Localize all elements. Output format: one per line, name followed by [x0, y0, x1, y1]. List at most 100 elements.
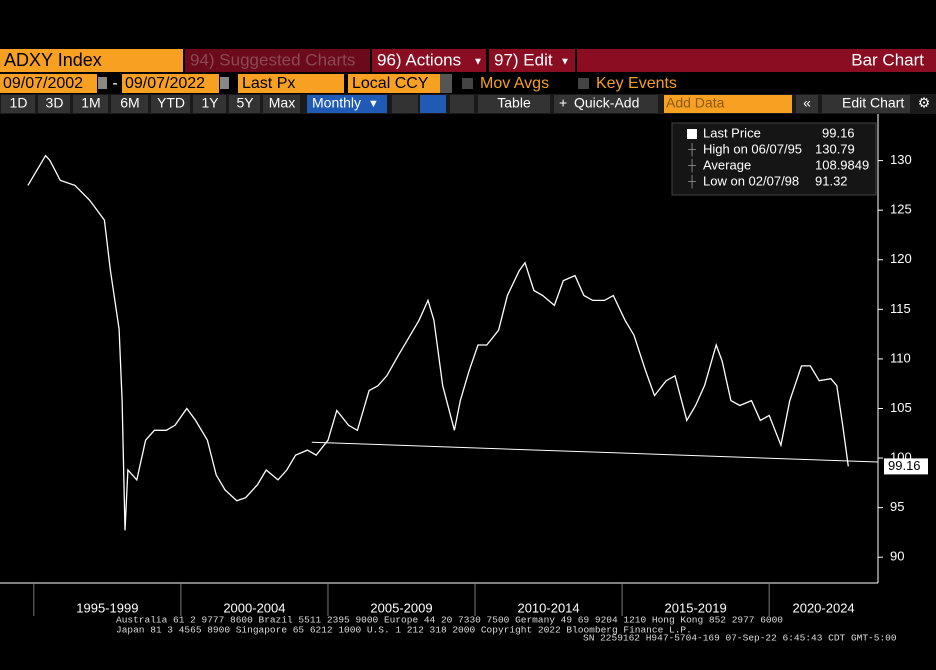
footer-line: Japan 81 3 4565 8900 Singapore 65 6212 1…	[116, 625, 692, 636]
legend-label: High on 06/07/95	[703, 141, 802, 156]
legend-icon: ┼	[687, 174, 696, 189]
x-tick-label: 2015-2019	[665, 600, 727, 615]
field: Last Px	[242, 75, 295, 92]
edit: 97) Edit	[494, 50, 553, 69]
add-data-field[interactable]	[664, 95, 792, 113]
y-tick-label: 90	[890, 549, 904, 564]
calendar-icon[interactable]	[98, 77, 107, 89]
last-price-tag	[884, 458, 928, 475]
x-tick-label: 2010-2014	[517, 600, 579, 615]
edit-button[interactable]	[489, 49, 575, 72]
period-button[interactable]	[38, 95, 70, 113]
date-separator: -	[112, 75, 117, 92]
edit-chart-button[interactable]	[822, 95, 910, 113]
period: YTD	[157, 95, 185, 111]
checkbox[interactable]	[462, 78, 473, 89]
end-date: 09/07/2022	[125, 75, 205, 92]
bar-icon[interactable]	[420, 95, 446, 113]
actions: 96) Actions	[377, 50, 461, 69]
period-button[interactable]	[1, 95, 35, 113]
period-button[interactable]	[111, 95, 148, 113]
add-data: Add Data	[666, 95, 725, 111]
legend-value: 130.79	[815, 141, 855, 156]
y-tick-label: 105	[890, 400, 912, 415]
period: 5Y	[236, 95, 254, 111]
currency-select[interactable]	[348, 74, 440, 93]
field-select[interactable]	[238, 74, 344, 93]
collapse-button[interactable]	[796, 95, 818, 113]
settings-icon[interactable]: ⚙	[918, 95, 931, 111]
frequency-button[interactable]	[307, 95, 387, 113]
end-date-field[interactable]	[122, 74, 219, 93]
y-tick-label: 115	[890, 301, 911, 316]
dropdown[interactable]	[440, 74, 452, 93]
dropdown-arrow: ▼	[368, 98, 379, 110]
legend-label: Last Price	[703, 125, 761, 140]
period: 3D	[46, 95, 64, 111]
period-button[interactable]	[193, 95, 226, 113]
title-bar	[577, 49, 936, 72]
y-tick-label: 110	[890, 350, 911, 365]
period: 1Y	[201, 95, 219, 111]
legend-icon: ┼	[687, 142, 696, 157]
dropdown[interactable]	[450, 95, 474, 113]
period-buttons: 1D 3D 1M 6M YTD 1Y 5Y Max	[1, 95, 300, 113]
price-line	[27, 154, 849, 531]
table: Table	[497, 95, 531, 111]
legend-swatch	[687, 129, 697, 139]
plus-icon: +	[559, 95, 567, 111]
table-button[interactable]	[478, 95, 550, 113]
footer: Australia 61 2 9777 8600 Brazil 5511 239…	[116, 615, 897, 644]
legend-box	[671, 122, 877, 196]
footer-line: Australia 61 2 9777 8600 Brazil 5511 239…	[116, 615, 783, 626]
start-date-field[interactable]	[0, 74, 97, 93]
legend-icon: ┼	[687, 158, 696, 173]
y-tick-label: 120	[890, 251, 912, 266]
calendar-icon[interactable]	[220, 77, 229, 89]
security: ADXY Index	[4, 50, 102, 70]
legend-label: Average	[703, 157, 751, 172]
period-button[interactable]	[151, 95, 190, 113]
y-tick-label: 125	[890, 202, 912, 217]
suggested-charts: 94) Suggested Charts	[190, 50, 355, 69]
period: 6M	[120, 95, 139, 111]
period-button[interactable]	[73, 95, 108, 113]
actions-button[interactable]	[372, 49, 486, 72]
collapse-icon: «	[803, 95, 811, 111]
period: 1D	[10, 95, 28, 111]
footer-line: SN 2259162 H947-5704-169 07-Sep-22 6:45:…	[583, 633, 897, 644]
edit-chart: Edit Chart	[842, 95, 904, 111]
quick-add: Quick-Add	[574, 95, 639, 111]
frequency: Monthly	[312, 95, 361, 111]
trendline	[311, 441, 879, 463]
suggested-button[interactable]	[185, 49, 370, 72]
line-icon[interactable]	[392, 95, 418, 113]
legend: Last Price 99.16 ┼ High on 06/07/95 130.79 ┼ A…	[687, 125, 869, 189]
x-tick-label: 2020-2024	[792, 600, 854, 615]
dropdown-arrow: ▼	[560, 57, 570, 68]
period: 1M	[81, 95, 100, 111]
x-tick-label: 2005-2009	[370, 600, 432, 615]
chart-type: Bar Chart	[851, 50, 924, 69]
dropdown-arrow: ▼	[473, 57, 483, 68]
security-field[interactable]	[0, 49, 183, 72]
legend-value: 99.16	[822, 125, 855, 140]
start-date: 09/07/2002	[3, 75, 83, 92]
mov-avgs: Mov Avgs	[480, 75, 549, 92]
y-tick-label: 130	[890, 152, 912, 167]
x-tick-label: 2000-2004	[223, 600, 285, 615]
legend-value: 91.32	[815, 173, 848, 188]
currency: Local CCY	[352, 75, 429, 92]
x-tick-label: 1995-1999	[76, 600, 138, 615]
period-button[interactable]	[229, 95, 260, 113]
key-events: Key Events	[596, 75, 677, 92]
checkbox[interactable]	[578, 78, 589, 89]
last-price-label: 99.16	[888, 458, 921, 473]
y-tick-label: 95	[890, 499, 904, 514]
period-button[interactable]	[263, 95, 300, 113]
period: Max	[269, 95, 295, 111]
quick-add-button[interactable]	[554, 95, 658, 113]
